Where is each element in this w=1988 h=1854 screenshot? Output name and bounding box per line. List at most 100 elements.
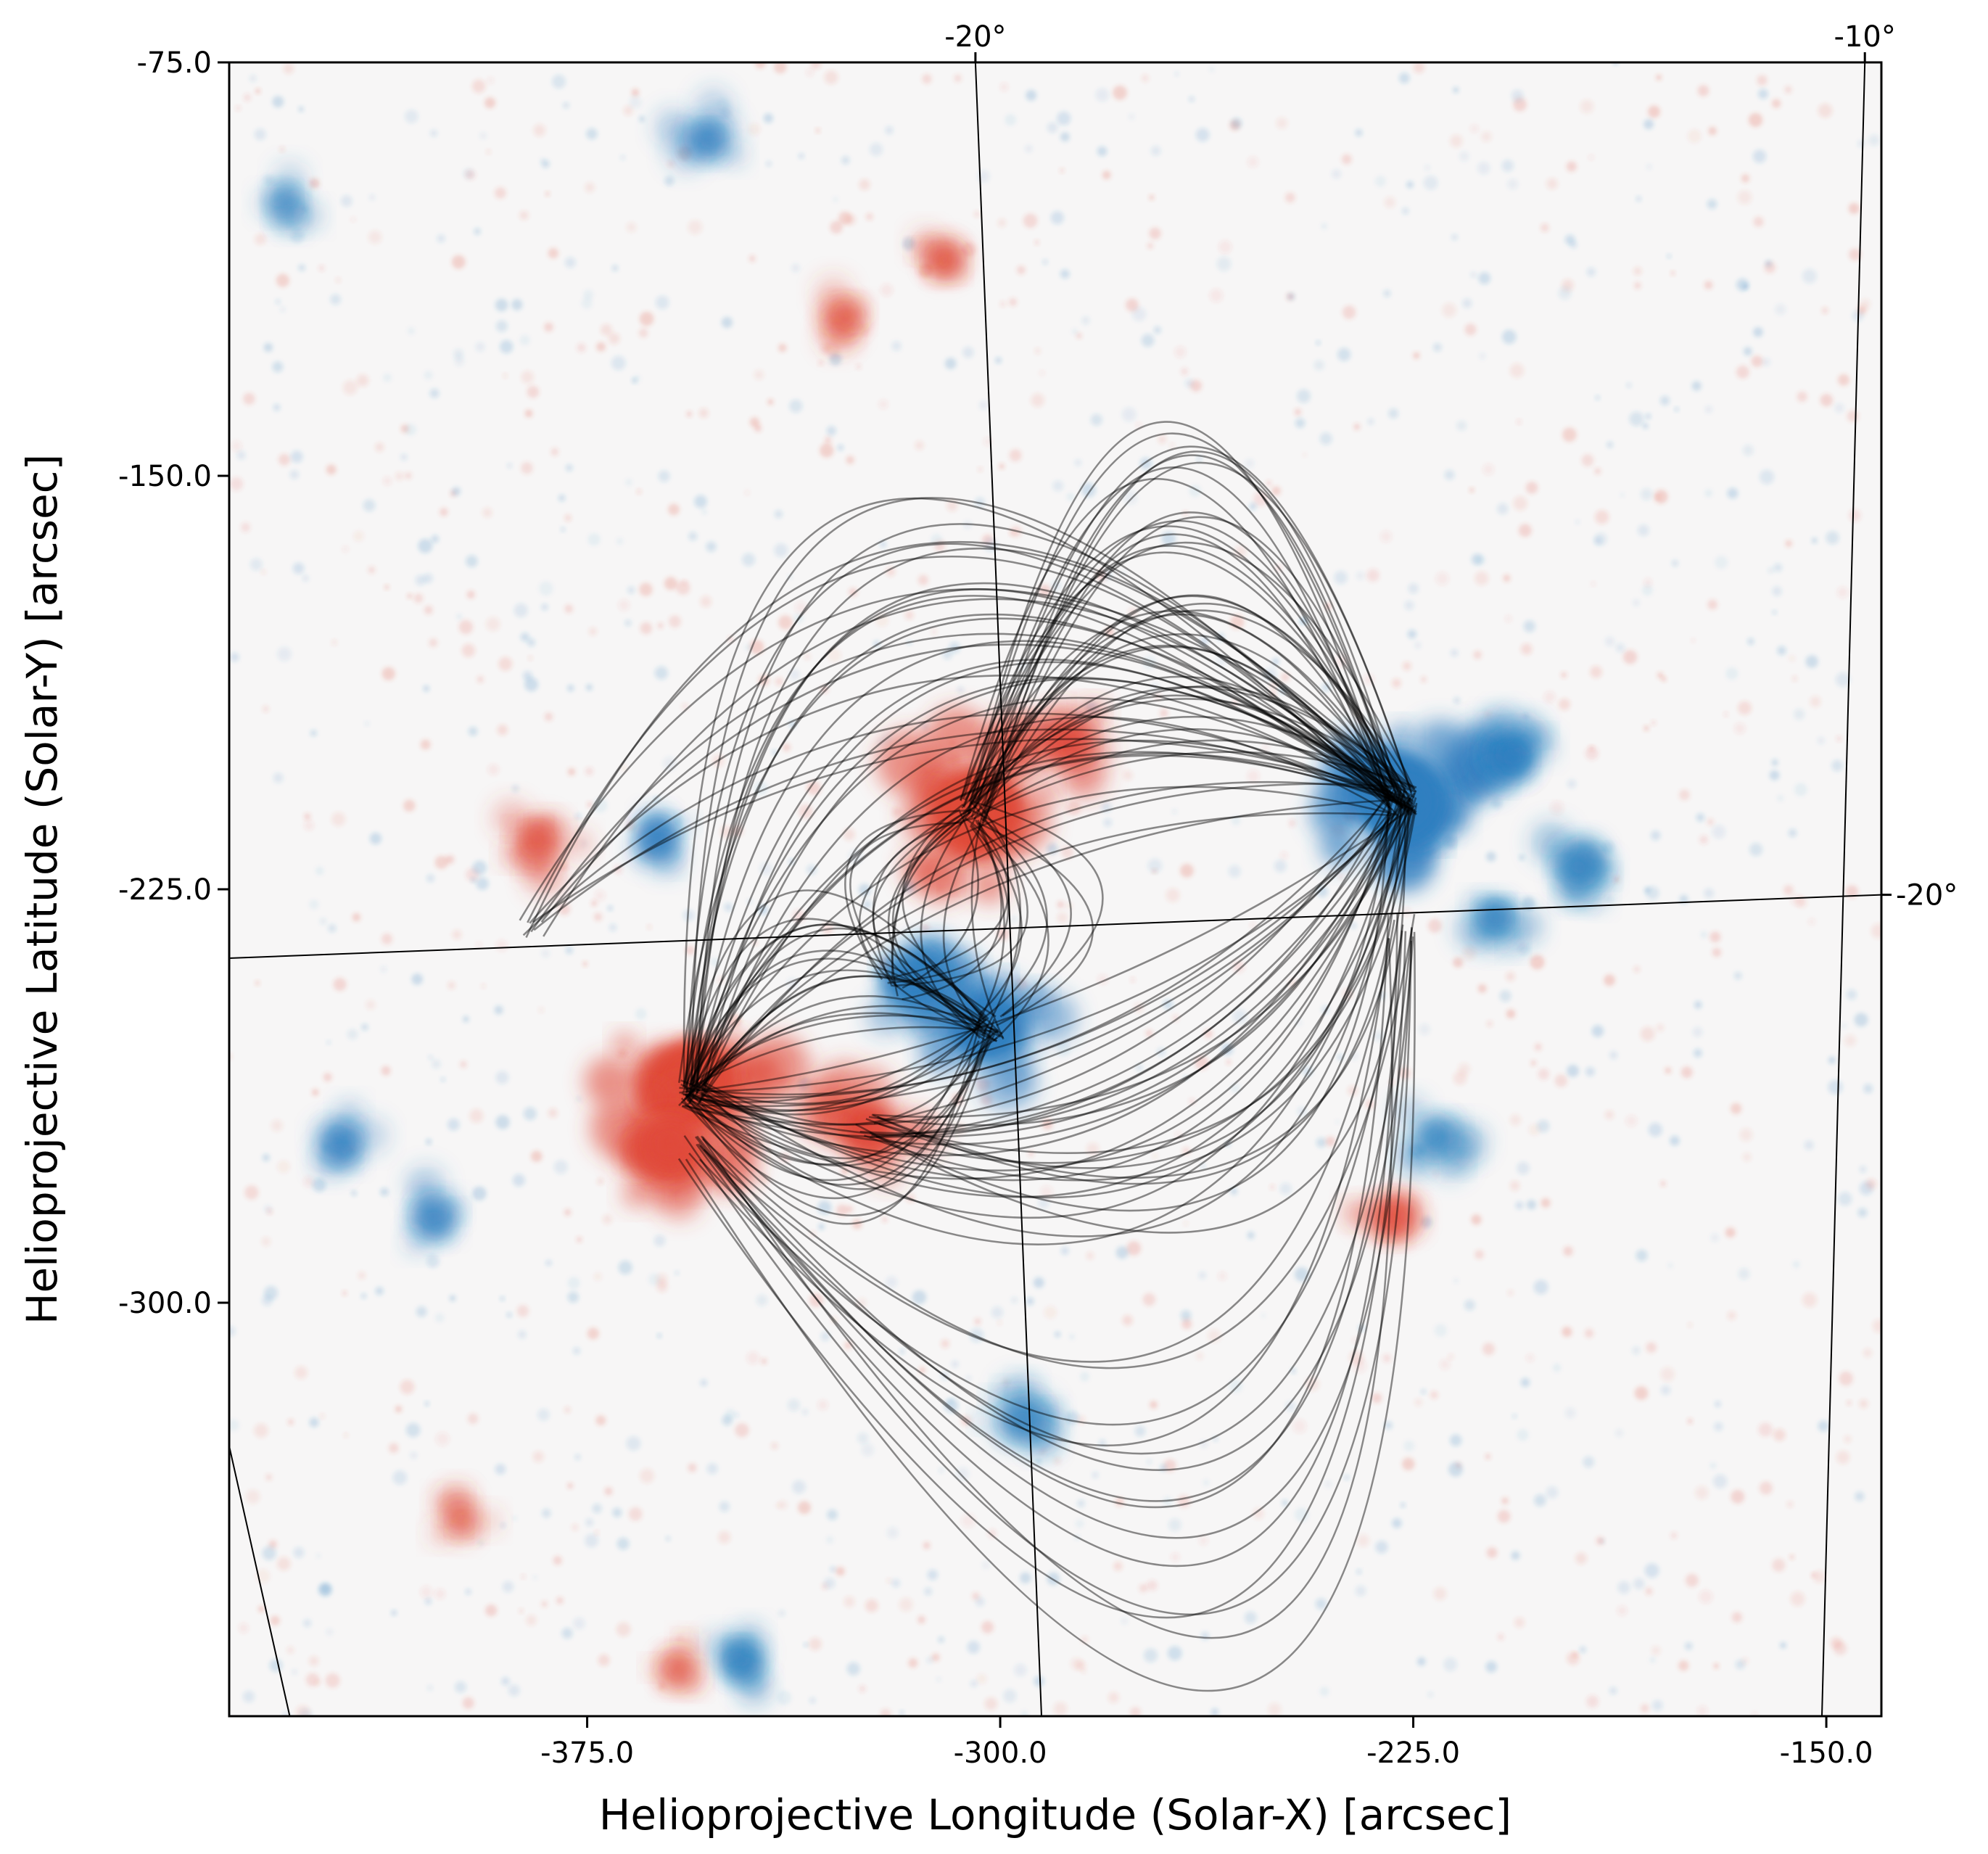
noise-speck: [766, 160, 772, 167]
noise-speck: [1839, 1371, 1853, 1386]
noise-speck: [1564, 1407, 1576, 1419]
noise-speck: [981, 1620, 994, 1633]
noise-speck: [1313, 360, 1324, 371]
noise-speck: [1101, 802, 1112, 812]
noise-speck: [462, 1697, 474, 1709]
noise-speck: [381, 667, 395, 680]
noise-speck: [1760, 469, 1775, 485]
field-line: [983, 454, 1394, 806]
noise-speck: [476, 942, 482, 948]
noise-speck: [1464, 1299, 1475, 1311]
noise-speck: [241, 522, 251, 532]
noise-speck: [735, 1412, 740, 1418]
noise-speck: [411, 973, 423, 985]
noise-speck: [1636, 1249, 1648, 1261]
noise-speck: [1462, 946, 1477, 960]
noise-speck: [955, 1123, 967, 1134]
field-line: [849, 822, 963, 988]
field-line: [868, 791, 1397, 1126]
noise-speck: [1150, 146, 1161, 156]
noise-speck: [1846, 989, 1857, 1000]
noise-speck: [1249, 503, 1257, 511]
noise-speck: [806, 68, 814, 77]
noise-speck: [1196, 456, 1203, 461]
field-line: [680, 1020, 985, 1116]
noise-speck: [1274, 860, 1287, 873]
noise-speck: [616, 1537, 630, 1550]
noise-speck: [1210, 1708, 1219, 1716]
noise-speck: [727, 636, 734, 642]
noise-speck: [1145, 1029, 1153, 1037]
noise-speck: [1543, 691, 1556, 703]
noise-speck: [495, 1464, 506, 1475]
noise-speck: [1077, 1415, 1086, 1424]
noise-speck: [1753, 216, 1764, 227]
noise-speck: [1625, 1115, 1638, 1127]
noise-speck: [771, 1442, 778, 1450]
noise-speck: [1471, 553, 1483, 565]
noise-speck: [420, 1586, 433, 1599]
noise-speck: [1645, 1587, 1653, 1595]
noise-speck: [1838, 1192, 1852, 1206]
noise-speck: [1398, 73, 1410, 83]
noise-speck: [1332, 169, 1341, 179]
noise-speck: [761, 1358, 767, 1364]
noise-speck: [303, 1176, 315, 1187]
noise-speck: [1580, 99, 1594, 114]
noise-speck: [1655, 74, 1662, 81]
noise-speck: [1477, 162, 1490, 175]
noise-speck: [787, 978, 798, 989]
noise-speck: [1777, 794, 1784, 802]
field-line: [973, 466, 1390, 808]
noise-speck: [1065, 902, 1073, 910]
noise-speck: [653, 1235, 666, 1247]
positive-flux-patch: [1007, 699, 1115, 799]
noise-speck: [312, 1178, 326, 1192]
field-line: [981, 594, 1390, 813]
noise-speck: [304, 813, 311, 820]
noise-speck: [1743, 347, 1752, 356]
noise-speck: [574, 1454, 581, 1460]
noise-speck: [1115, 1497, 1124, 1507]
noise-speck: [1060, 1247, 1069, 1255]
noise-speck: [243, 392, 255, 405]
noise-speck: [541, 603, 548, 611]
noise-speck: [1337, 1054, 1344, 1060]
noise-speck: [1585, 746, 1599, 760]
noise-speck: [639, 582, 653, 596]
noise-speck: [749, 640, 764, 654]
noise-speck: [1678, 1660, 1689, 1671]
noise-speck: [1121, 407, 1137, 422]
field-line: [976, 739, 1410, 817]
noise-speck: [512, 1174, 526, 1187]
field-line: [696, 914, 1390, 1509]
noise-speck: [1450, 648, 1459, 657]
noise-speck: [1226, 1059, 1232, 1065]
field-line: [891, 810, 981, 1025]
field-line: [686, 1026, 994, 1217]
noise-speck: [1738, 701, 1752, 715]
noise-speck: [886, 1276, 898, 1288]
noise-speck: [1440, 1359, 1451, 1370]
noise-speck: [1198, 1272, 1207, 1280]
field-line: [969, 809, 1072, 1018]
noise-speck: [1321, 1005, 1329, 1013]
noise-speck: [1432, 342, 1442, 352]
noise-speck: [1520, 1377, 1530, 1388]
field-line: [873, 790, 1417, 1118]
noise-speck: [975, 497, 985, 508]
noise-speck: [1009, 449, 1022, 462]
field-line: [696, 523, 1414, 1088]
noise-speck: [1353, 423, 1361, 431]
noise-speck: [1142, 655, 1157, 670]
noise-speck: [1182, 1147, 1190, 1155]
noise-speck: [1053, 1702, 1068, 1716]
noise-speck: [1060, 168, 1065, 173]
noise-speck: [1671, 559, 1678, 567]
noise-speck: [844, 1341, 852, 1350]
field-line: [686, 923, 999, 1102]
noise-speck: [263, 342, 273, 353]
noise-speck: [270, 1615, 280, 1626]
field-line: [973, 613, 1400, 808]
field-line: [530, 633, 1398, 933]
